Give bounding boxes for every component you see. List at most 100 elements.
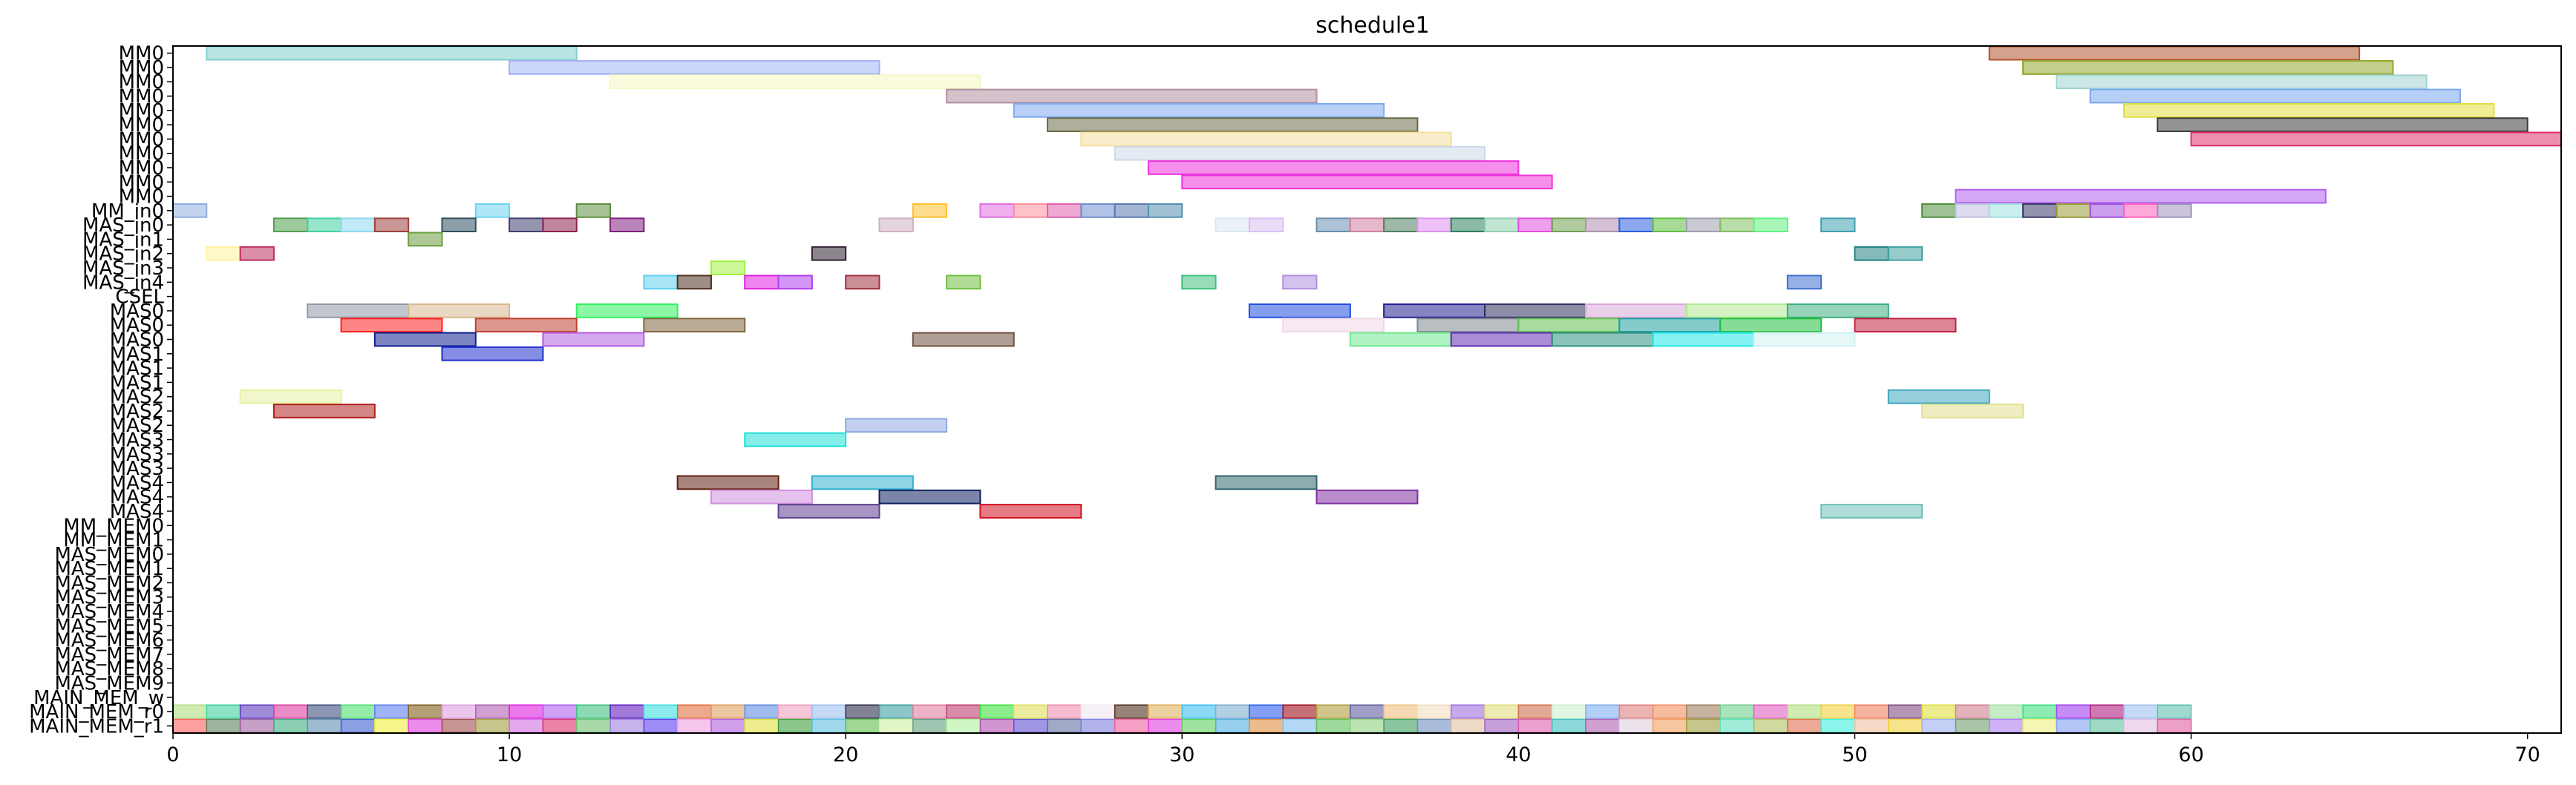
task-bar <box>206 246 241 261</box>
memory-slot-bar <box>979 718 1015 733</box>
memory-slot-bar <box>1484 704 1520 719</box>
memory-slot-bar <box>2022 704 2058 719</box>
memory-slot-bar <box>1585 704 1621 719</box>
task-bar <box>1349 332 1452 347</box>
task-bar <box>307 303 410 318</box>
memory-slot-bar <box>374 718 409 733</box>
row-label: MAS_in1 <box>82 229 164 251</box>
memory-slot-bar <box>811 704 846 719</box>
memory-slot-bar <box>206 704 241 719</box>
task-bar <box>979 203 1015 218</box>
memory-slot-bar <box>1047 704 1082 719</box>
memory-slot-bar <box>1416 704 1452 719</box>
memory-slot-bar <box>1888 704 1923 719</box>
memory-slot-bar <box>979 704 1015 719</box>
task-bar <box>408 303 511 318</box>
memory-slot-bar <box>845 718 880 733</box>
memory-slot-bar <box>172 704 208 719</box>
task-bar <box>1315 217 1351 233</box>
memory-slot-bar <box>2022 718 2058 733</box>
memory-slot-bar <box>1114 704 1149 719</box>
memory-slot-bar <box>2123 718 2159 733</box>
memory-slot-bar <box>1551 704 1586 719</box>
task-bar <box>1955 203 1990 218</box>
memory-slot-bar <box>1652 718 1687 733</box>
task-bar <box>2022 203 2058 218</box>
memory-slot-bar <box>1080 718 1116 733</box>
task-bar <box>1047 117 1419 132</box>
memory-slot-bar <box>1988 718 2024 733</box>
row-label: MAS4 <box>110 501 164 523</box>
memory-slot-bar <box>575 704 611 719</box>
memory-slot-bar <box>1888 718 1923 733</box>
memory-slot-bar <box>676 704 712 719</box>
row-label: MAS_MEM4 <box>54 601 164 623</box>
memory-slot-bar <box>273 704 308 719</box>
task-bar <box>2122 102 2495 118</box>
row-label: MM_MEM1 <box>63 530 164 552</box>
row-label: MAIN_MEM_r1 <box>29 715 164 738</box>
row-label: MAS_in3 <box>82 257 164 280</box>
memory-slot-bar <box>475 718 510 733</box>
memory-slot-bar <box>878 704 914 719</box>
task-bar <box>1753 217 1788 233</box>
task-bar <box>710 260 746 275</box>
row-label: MM_in0 <box>91 200 164 223</box>
task-bar <box>1887 389 1990 404</box>
memory-slot-bar <box>946 704 981 719</box>
memory-slot-bar <box>1484 718 1520 733</box>
task-bar <box>912 203 948 218</box>
task-bar <box>1786 275 1823 290</box>
row-label: MAS4 <box>110 487 164 509</box>
memory-slot-bar <box>1517 704 1553 719</box>
task-bar <box>1786 303 1889 318</box>
task-bar <box>441 346 544 361</box>
memory-slot-bar <box>1148 718 1183 733</box>
x-axis: 0 10 20 30 40 50 60 70 <box>166 733 2540 766</box>
memory-slot-bar <box>475 704 510 719</box>
task-bar <box>777 504 880 519</box>
memory-slot-bar <box>509 718 544 733</box>
memory-slot-bar <box>912 704 947 719</box>
task-bar <box>1047 203 1082 218</box>
memory-slot-bar <box>1921 704 1957 719</box>
task-bar <box>1484 217 1520 233</box>
task-bar <box>1988 45 2361 61</box>
task-bar <box>811 475 914 490</box>
task-bar <box>542 217 578 233</box>
task-bar <box>1282 275 1318 290</box>
memory-slot-bar <box>1551 718 1586 733</box>
row-label: MAIN_MEM_w <box>33 687 164 709</box>
task-bar <box>2056 203 2091 218</box>
task-bar <box>1551 332 1654 347</box>
task-bar <box>575 203 612 218</box>
task-bar <box>172 203 208 218</box>
memory-slot-bar <box>340 718 376 733</box>
task-bar <box>1215 217 1250 233</box>
memory-slot-bar <box>1854 704 1889 719</box>
task-bar <box>1585 303 1687 318</box>
task-bar <box>845 275 880 290</box>
memory-slot-bar <box>1820 718 1856 733</box>
task-bar <box>1988 203 2024 218</box>
task-bar <box>239 246 275 261</box>
memory-slot-bar <box>1618 704 1654 719</box>
memory-slot-bar <box>1315 718 1351 733</box>
memory-slot-bar <box>542 718 578 733</box>
memory-slot-bar <box>1215 704 1250 719</box>
memory-slot-bar <box>912 718 947 733</box>
task-bar <box>676 275 712 290</box>
memory-slot-bar <box>2123 704 2159 719</box>
task-bar <box>1484 303 1587 318</box>
row-label: MAS4 <box>110 472 164 494</box>
row-label: MAS_in0 <box>82 214 164 237</box>
task-bar <box>1383 217 1419 233</box>
task-bar <box>1013 102 1385 118</box>
memory-slot-bar <box>1383 704 1419 719</box>
task-bar <box>1450 332 1553 347</box>
task-bar <box>373 217 410 233</box>
task-bar <box>744 432 847 447</box>
memory-slot-bar <box>2056 718 2091 733</box>
task-bar <box>946 88 1318 104</box>
task-bar <box>474 318 578 333</box>
